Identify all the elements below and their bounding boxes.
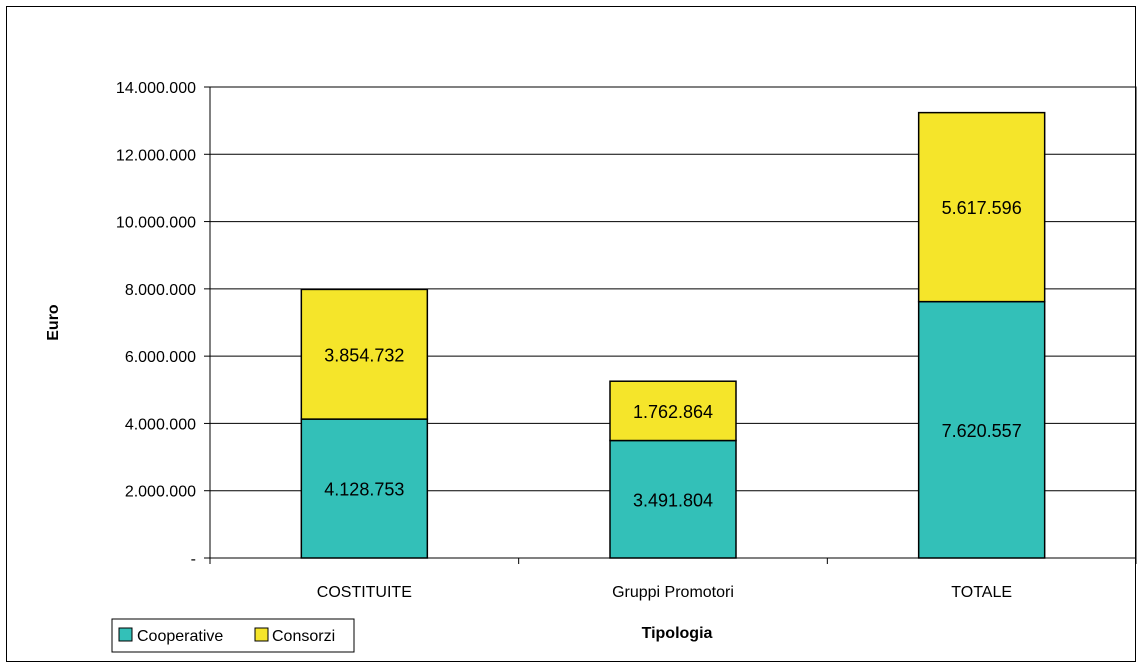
data-label: 3.854.732 bbox=[324, 345, 404, 365]
legend-label-cooperative: Cooperative bbox=[137, 628, 223, 645]
data-label: 1.762.864 bbox=[633, 402, 713, 422]
bar-cooperative bbox=[609, 439, 737, 559]
bar-consorzi bbox=[609, 380, 737, 442]
bar-cooperative bbox=[917, 300, 1046, 559]
legend-box bbox=[111, 618, 355, 653]
y-tick-label: 6.000.000 bbox=[125, 349, 196, 366]
x-tick-label: Gruppi Promotori bbox=[612, 584, 734, 601]
x-tick-label: TOTALE bbox=[951, 584, 1012, 601]
legend-swatch-consorzi bbox=[254, 627, 269, 642]
y-tick-label: - bbox=[191, 551, 196, 568]
x-tick-label: COSTITUITE bbox=[317, 584, 412, 601]
legend-swatch-cooperative bbox=[118, 627, 133, 642]
bar-consorzi bbox=[300, 288, 429, 420]
y-tick-label: 8.000.000 bbox=[125, 282, 196, 299]
x-axis-title: Tipologia bbox=[642, 625, 713, 642]
data-label: 7.620.557 bbox=[942, 421, 1022, 441]
data-label: 3.491.804 bbox=[633, 490, 713, 510]
x-axis-ticks: COSTITUITE Gruppi Promotori TOTALE bbox=[209, 558, 1137, 601]
y-tick-label: 10.000.000 bbox=[116, 215, 196, 232]
legend-label-consorzi: Consorzi bbox=[272, 628, 335, 645]
bar-consorzi bbox=[917, 111, 1046, 303]
legend: Cooperative Consorzi bbox=[111, 618, 355, 653]
bars bbox=[300, 111, 1046, 559]
y-tick-label: 4.000.000 bbox=[125, 416, 196, 433]
bar-cooperative bbox=[300, 418, 429, 559]
y-tick-label: 12.000.000 bbox=[116, 147, 196, 164]
data-label: 4.128.753 bbox=[324, 480, 404, 500]
y-axis-ticks: - 2.000.000 4.000.000 6.000.000 8.000.000 10.… bbox=[116, 80, 210, 568]
data-labels: 4.128.753 3.854.732 3.491.804 1.762.864 7.62… bbox=[324, 198, 1021, 510]
y-tick-label: 2.000.000 bbox=[125, 484, 196, 501]
data-label: 5.617.596 bbox=[942, 198, 1022, 218]
y-tick-label: 14.000.000 bbox=[116, 80, 196, 97]
y-axis-title: Euro bbox=[45, 304, 62, 341]
